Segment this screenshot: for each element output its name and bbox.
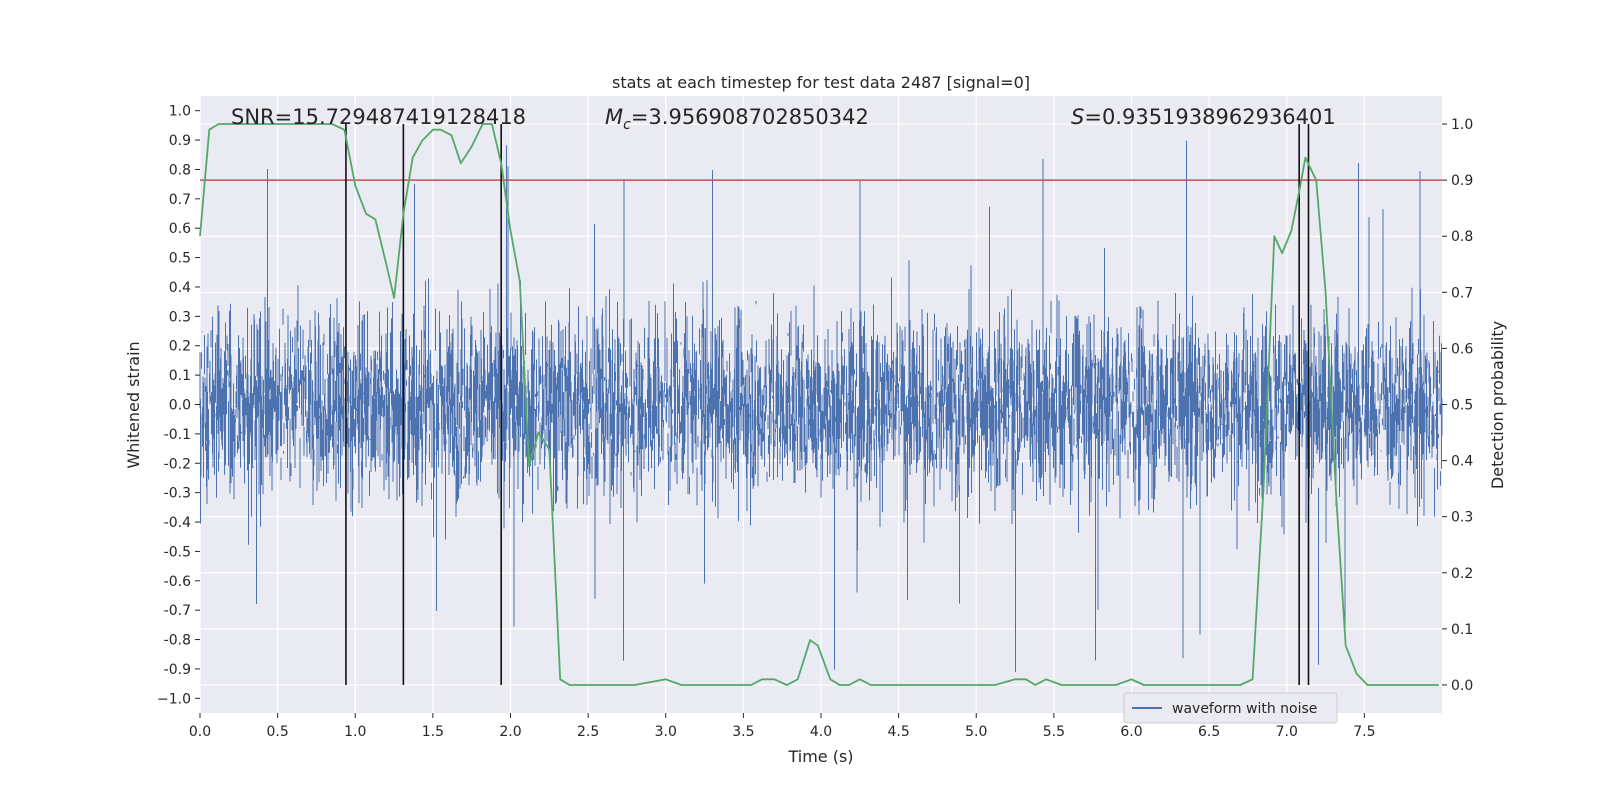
- y2-tick-label: 0.3: [1451, 510, 1473, 526]
- x-tick-label: 5.5: [1043, 724, 1065, 740]
- y-tick-label: 0.0: [169, 398, 191, 414]
- x-axis-label: Time (s): [787, 747, 853, 766]
- y-tick-label: 0.8: [169, 162, 191, 178]
- waveform-layer: [199, 140, 1443, 673]
- y-tick-label: −1.0: [157, 691, 191, 707]
- x-tick-label: 2.5: [577, 724, 599, 740]
- chirp-mass-annotation: Mc=3.956908702850342: [605, 105, 869, 133]
- y2-tick-label: 0.7: [1451, 285, 1473, 301]
- y2-tick-label: 0.9: [1451, 173, 1473, 189]
- y-tick-label: 0.4: [169, 280, 191, 296]
- y-tick-label: 0.5: [169, 251, 191, 267]
- y-axis-label: Whitened strain: [124, 341, 143, 468]
- probability-layer: [199, 123, 1439, 686]
- y-tick-label: -0.5: [164, 544, 191, 560]
- legend-label-waveform: waveform with noise: [1172, 701, 1317, 717]
- y-tick-label: 0.3: [169, 309, 191, 325]
- y2-tick-label: 0.5: [1451, 398, 1473, 414]
- y2-tick-label: 0.8: [1451, 229, 1473, 245]
- y-tick-label: -0.6: [164, 574, 191, 590]
- y-tick-label: -0.1: [164, 427, 191, 443]
- y-tick-layer: 1.0 0.9 0.8 0.7 0.6 0.5 0.4 0.3 0.2 0.1 0.0 -0.1 -0.…: [157, 104, 200, 707]
- x-tick-label: 4.0: [810, 724, 832, 740]
- y2-tick-label: 1.0: [1451, 117, 1473, 133]
- x-tick-label: 6.5: [1198, 724, 1220, 740]
- x-tick-label: 1.0: [344, 724, 366, 740]
- y-tick-label: 0.7: [169, 192, 191, 208]
- y-tick-label: -0.2: [164, 456, 191, 472]
- x-tick-label: 1.5: [422, 724, 444, 740]
- chirp-mass-value: =3.956908702850342: [631, 105, 869, 129]
- detection-probability-line: [199, 123, 1439, 686]
- y-tick-label: -0.4: [164, 515, 191, 531]
- y-tick-label: -0.8: [164, 633, 191, 649]
- score-value: =0.9351938962936401: [1084, 105, 1335, 129]
- y2-tick-label: 0.6: [1451, 341, 1473, 357]
- y2-axis-label: Detection probability: [1488, 321, 1507, 489]
- legend-box: [1123, 692, 1338, 724]
- x-tick-label: 4.5: [887, 724, 909, 740]
- marker-layer: [345, 124, 1310, 685]
- y-tick-label: 1.0: [169, 104, 191, 120]
- y-tick-label: 0.2: [169, 339, 191, 355]
- y-tick-label: -0.9: [164, 662, 191, 678]
- chirp-mass-subscript: c: [623, 117, 631, 133]
- x-tick-label: 7.0: [1276, 724, 1298, 740]
- x-tick-label: 6.0: [1120, 724, 1142, 740]
- y-tick-label: 0.1: [169, 368, 191, 384]
- y2-tick-layer: 1.0 0.9 0.8 0.7 0.6 0.5 0.4 0.3 0.2 0.1 0.0: [1442, 117, 1473, 694]
- score-symbol: S: [1071, 105, 1084, 129]
- legend: waveform with noise: [1123, 692, 1338, 724]
- snr-annotation: SNR=15.729487419128418: [231, 105, 526, 129]
- x-tick-label: 3.0: [655, 724, 677, 740]
- score-annotation: S=0.9351938962936401: [1071, 105, 1336, 129]
- x-tick-label: 0.0: [189, 724, 211, 740]
- x-tick-label: 5.0: [965, 724, 987, 740]
- y-tick-label: 0.6: [169, 221, 191, 237]
- x-tick-label: 7.5: [1353, 724, 1375, 740]
- y-tick-label: 0.9: [169, 133, 191, 149]
- waveform-noise-trace: [199, 140, 1443, 673]
- y-tick-label: -0.3: [164, 486, 191, 502]
- x-tick-label: 0.5: [266, 724, 288, 740]
- y2-tick-label: 0.1: [1451, 622, 1473, 638]
- chart-title: stats at each timestep for test data 248…: [612, 73, 1030, 92]
- y2-tick-label: 0.4: [1451, 454, 1473, 470]
- y-tick-label: -0.7: [164, 603, 191, 619]
- x-tick-layer: 0.0 0.5 1.0 1.5 2.0 2.5 3.0 3.5 4.0 4.5 5.0 5.5 6.0 6…: [189, 713, 1376, 740]
- y2-tick-label: 0.2: [1451, 566, 1473, 582]
- y2-tick-label: 0.0: [1451, 678, 1473, 694]
- x-tick-label: 3.5: [732, 724, 754, 740]
- x-tick-label: 2.0: [499, 724, 521, 740]
- chirp-mass-symbol: M: [605, 105, 623, 129]
